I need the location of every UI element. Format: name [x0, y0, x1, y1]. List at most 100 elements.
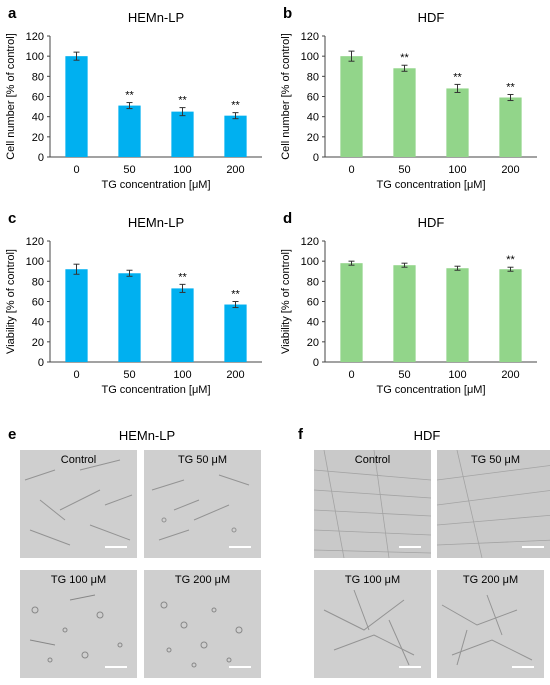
y-tick-label: 0: [313, 357, 319, 369]
y-tick-label: 0: [38, 152, 44, 164]
y-axis-label: Viability [% of control]: [280, 249, 292, 354]
chart-b: b HDF 0 20 40 60 80 100 120 0 ** 50 ** 100 ** 200 TG con…: [280, 5, 537, 191]
bar: [171, 288, 194, 362]
scale-bar: [399, 666, 421, 668]
x-tick-label: 0: [73, 164, 79, 176]
y-tick-label: 120: [301, 31, 319, 43]
y-tick-label: 60: [32, 92, 44, 104]
x-tick-label: 200: [501, 164, 519, 176]
micrograph-caption: TG 200 μM: [174, 574, 231, 586]
x-tick-label: 200: [226, 164, 244, 176]
y-tick-label: 80: [307, 276, 319, 288]
micrograph-caption: TG 200 μM: [462, 574, 519, 586]
panel-letter-f: f: [298, 426, 303, 443]
x-tick-label: 100: [448, 164, 466, 176]
chart-title: HEMn-LP: [128, 215, 184, 230]
x-tick-label: 0: [348, 369, 354, 381]
bar: [446, 268, 469, 362]
micrograph-caption: TG 100 μM: [50, 574, 107, 586]
y-tick-label: 40: [32, 317, 44, 329]
x-tick-label: 50: [398, 164, 410, 176]
y-tick-label: 20: [307, 337, 319, 349]
scale-bar: [229, 546, 251, 548]
y-tick-label: 0: [38, 357, 44, 369]
cell-texture: [24, 459, 133, 546]
scale-bar: [105, 546, 127, 548]
y-tick-label: 120: [26, 236, 44, 248]
cell-texture: [323, 589, 415, 666]
chart-a: a HEMn-LP 0 20 40 60 80 100 120 0 ** 50 ** 100 ** 200 TG…: [5, 5, 262, 191]
x-axis-label: TG concentration [μM]: [376, 384, 485, 396]
y-axis-label: Cell number [% of control]: [5, 33, 17, 160]
y-tick-label: 60: [32, 297, 44, 309]
bar: [393, 68, 416, 157]
bar: [499, 269, 522, 362]
cell-texture: [160, 601, 243, 668]
y-axis-label: Viability [% of control]: [5, 249, 17, 354]
y-tick-label: 60: [307, 297, 319, 309]
micrograph-e-tg200: TG 200 μM: [144, 570, 261, 678]
cell-texture: [437, 450, 550, 558]
bar: [340, 263, 363, 362]
significance-label: **: [231, 289, 240, 301]
bar: [171, 111, 194, 157]
y-tick-label: 40: [307, 317, 319, 329]
bar: [118, 105, 141, 157]
chart-title: HDF: [418, 215, 445, 230]
scale-bar: [229, 666, 251, 668]
y-tick-label: 120: [26, 31, 44, 43]
bar: [446, 88, 469, 157]
y-tick-label: 80: [32, 276, 44, 288]
y-tick-label: 60: [307, 92, 319, 104]
y-tick-label: 20: [307, 132, 319, 144]
bar: [340, 56, 363, 157]
panel-title-e: HEMn-LP: [118, 428, 176, 443]
x-tick-label: 100: [173, 164, 191, 176]
chart-title: HDF: [418, 10, 445, 25]
panel-letter: d: [283, 210, 292, 227]
x-tick-label: 0: [73, 369, 79, 381]
micrograph-e-tg50: TG 50 μM: [144, 450, 261, 558]
y-tick-label: 20: [32, 337, 44, 349]
y-tick-label: 100: [301, 51, 319, 63]
micrograph-caption: Control: [354, 454, 391, 466]
y-tick-label: 100: [301, 256, 319, 268]
significance-label: **: [178, 95, 187, 107]
x-tick-label: 100: [448, 369, 466, 381]
x-tick-label: 200: [226, 369, 244, 381]
panel-title-f: HDF: [413, 428, 441, 443]
significance-label: **: [231, 100, 240, 112]
significance-label: **: [400, 52, 409, 64]
significance-label: **: [506, 254, 515, 266]
significance-label: **: [453, 71, 462, 83]
bar: [65, 269, 88, 362]
micrograph-f-control: Control: [314, 450, 431, 558]
x-tick-label: 200: [501, 369, 519, 381]
chart-title: HEMn-LP: [128, 10, 184, 25]
bar: [499, 97, 522, 157]
scale-bar: [512, 666, 534, 668]
panel-letter: a: [8, 5, 17, 22]
x-axis-label: TG concentration [μM]: [101, 384, 210, 396]
cell-texture: [151, 474, 250, 541]
micrograph-f-tg50: TG 50 μM: [437, 450, 550, 558]
micrograph-caption: TG 50 μM: [470, 454, 521, 466]
micrograph-caption: TG 50 μM: [177, 454, 228, 466]
y-axis-label: Cell number [% of control]: [280, 33, 292, 160]
chart-d: d HDF 0 20 40 60 80 100 120 0 50 100 ** 200 TG concent…: [280, 210, 537, 396]
scale-bar: [399, 546, 421, 548]
micrograph-e-control: Control: [20, 450, 137, 558]
micrograph-f-tg100: TG 100 μM: [314, 570, 431, 678]
significance-label: **: [506, 81, 515, 93]
x-tick-label: 50: [123, 164, 135, 176]
y-tick-label: 100: [26, 256, 44, 268]
x-axis-label: TG concentration [μM]: [101, 179, 210, 191]
x-axis-label: TG concentration [μM]: [376, 179, 485, 191]
y-tick-label: 120: [301, 236, 319, 248]
cell-texture: [314, 450, 431, 558]
significance-label: **: [125, 90, 134, 102]
y-tick-label: 80: [307, 71, 319, 83]
panel-letter: b: [283, 5, 292, 22]
y-tick-label: 20: [32, 132, 44, 144]
micrograph-e-tg100: TG 100 μM: [20, 570, 137, 678]
